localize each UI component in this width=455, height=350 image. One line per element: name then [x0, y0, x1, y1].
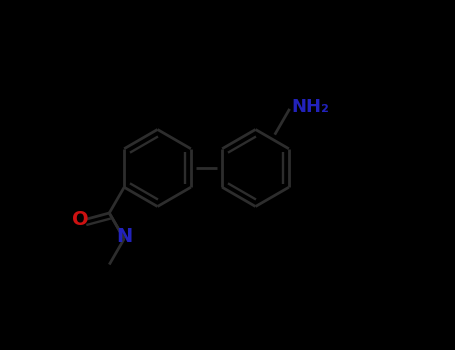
Text: O: O	[72, 210, 89, 229]
Text: N: N	[116, 227, 132, 246]
Text: NH₂: NH₂	[291, 98, 329, 116]
